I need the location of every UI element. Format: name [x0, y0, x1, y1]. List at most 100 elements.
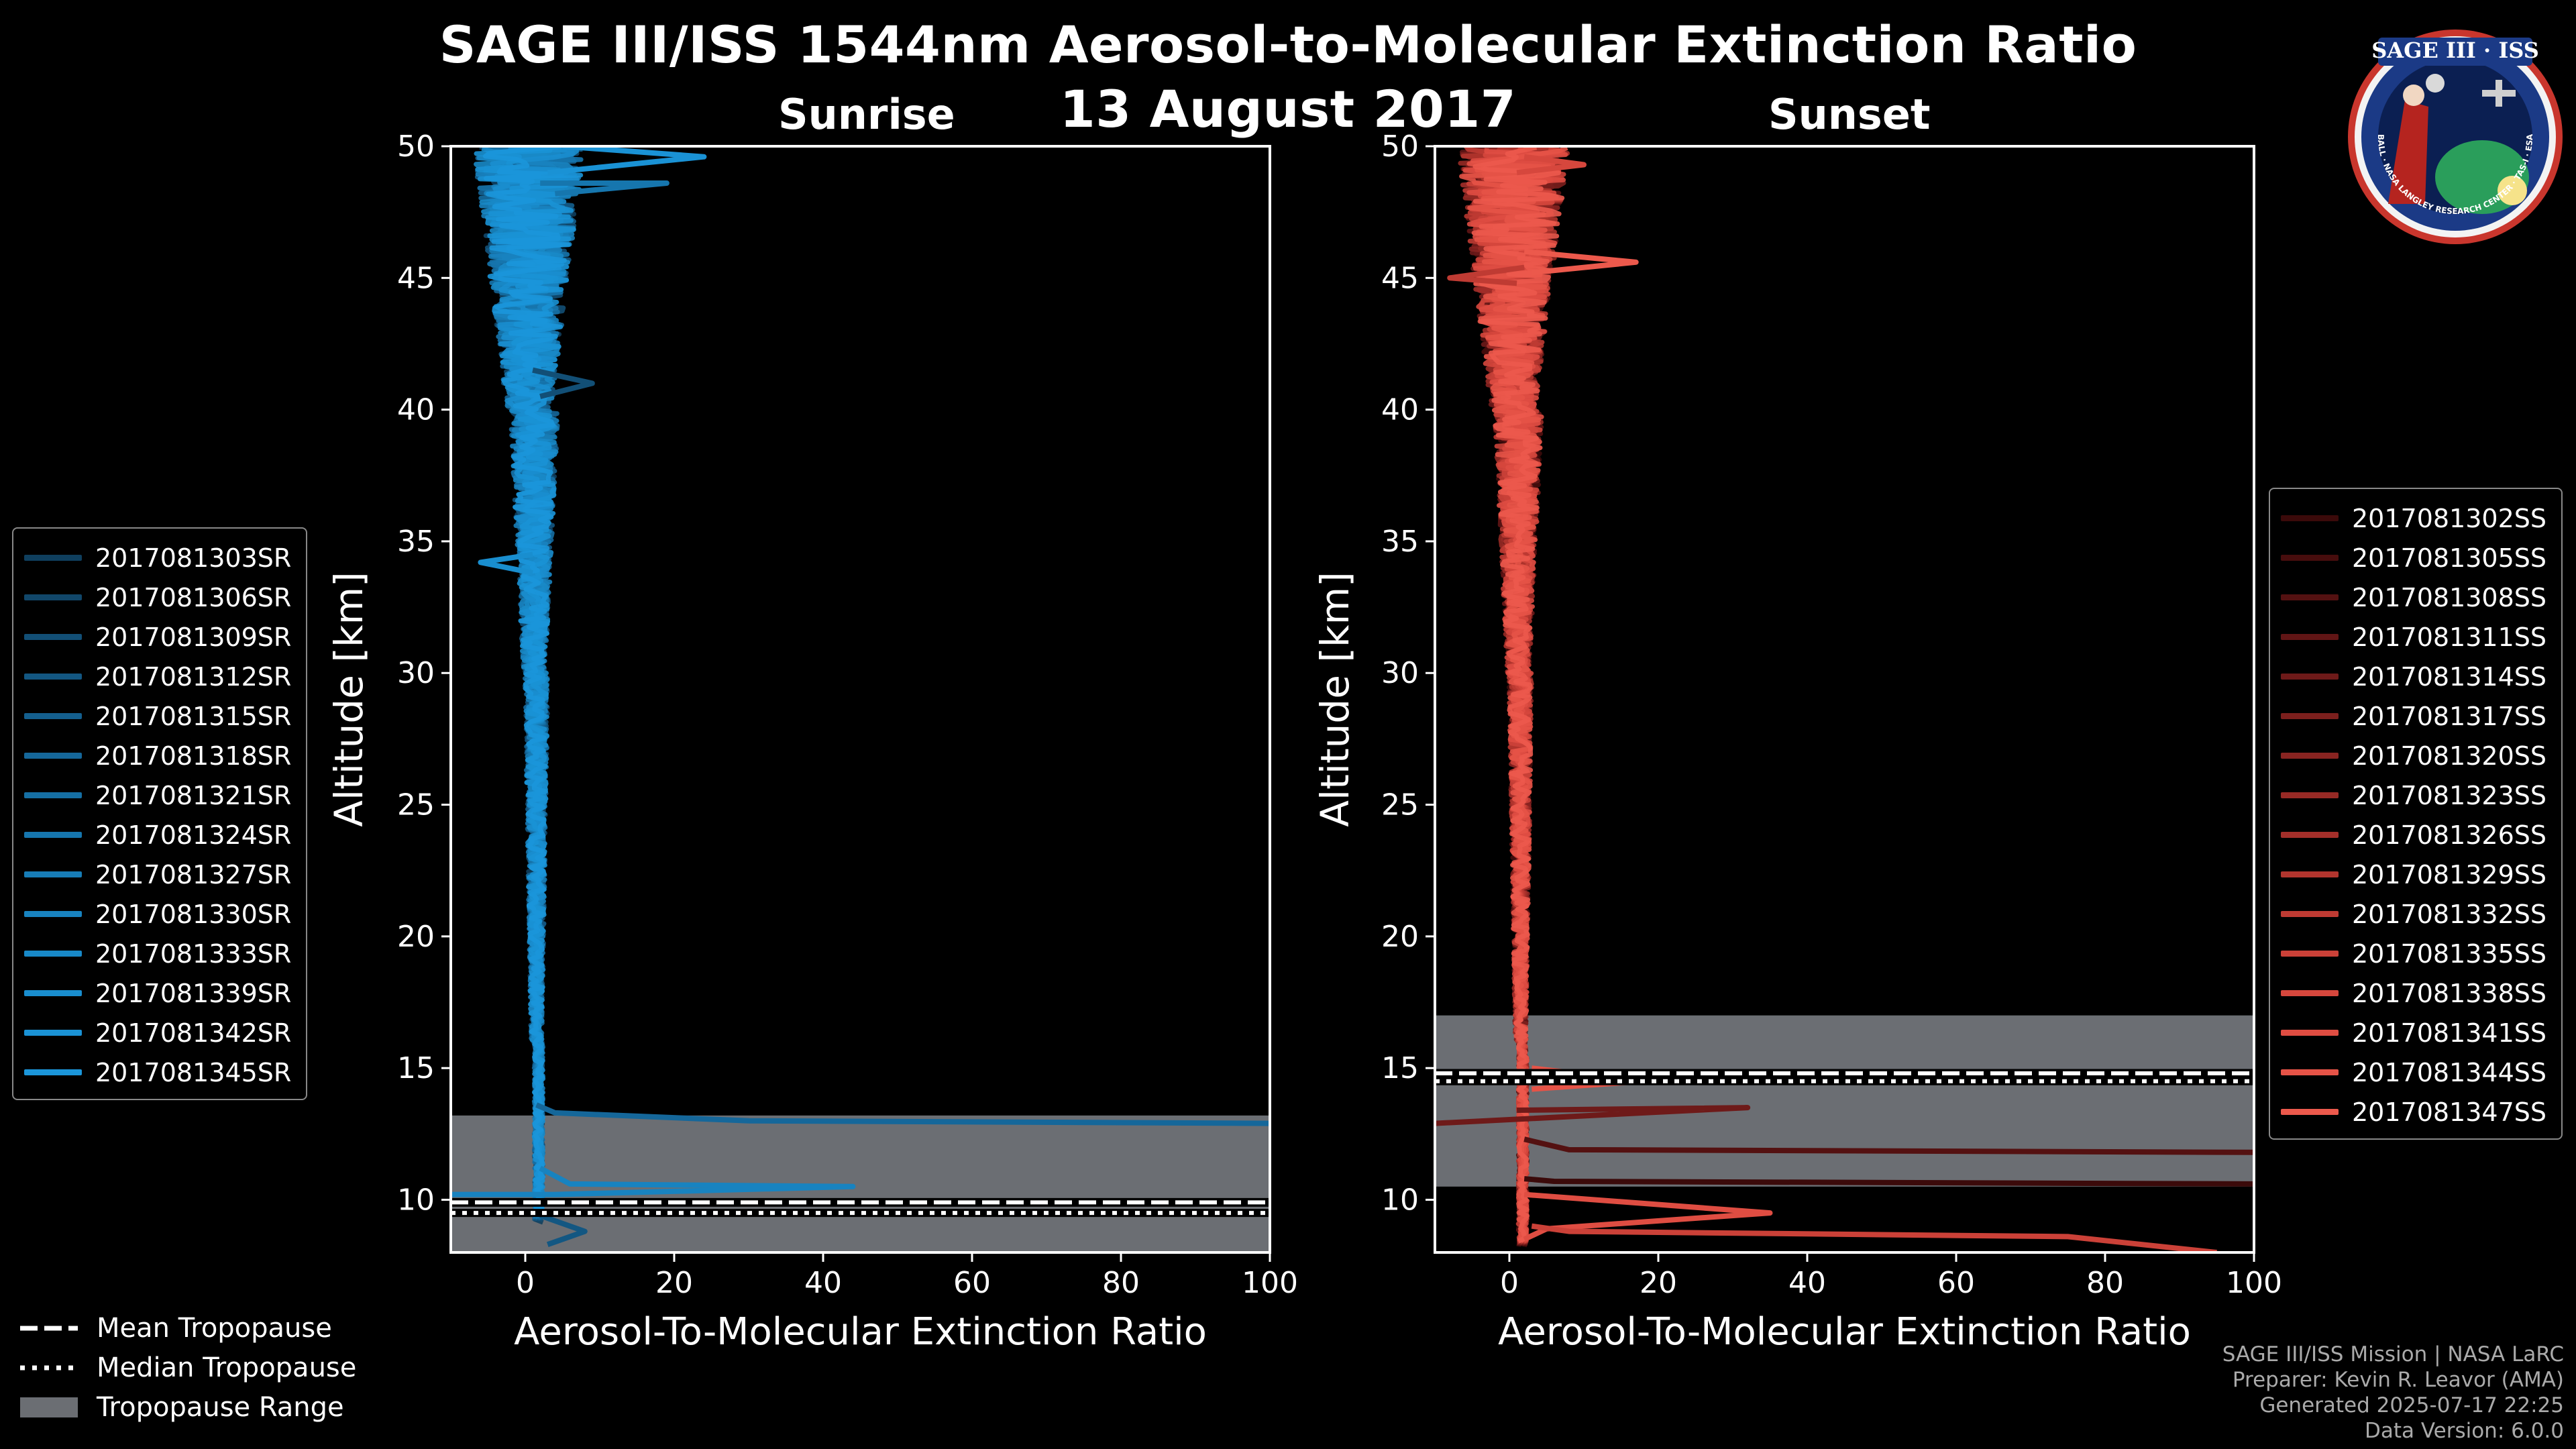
legend-swatch	[24, 1069, 82, 1075]
legend-label: 2017081311SS	[2352, 622, 2547, 652]
legend-swatch	[24, 674, 82, 680]
sunset-panel-title: Sunset	[1768, 90, 1931, 139]
y-tick-label: 30	[397, 656, 435, 690]
legend-swatch	[2281, 753, 2339, 759]
legend-swatch	[24, 753, 82, 759]
legend-label: 2017081318SR	[95, 741, 292, 771]
figure-date: 13 August 2017	[1059, 79, 1517, 139]
legend-label: 2017081330SR	[95, 899, 292, 929]
profile-spike-2017081335SS	[1531, 1223, 2217, 1252]
legend-item-2017081326SS: 2017081326SS	[2270, 815, 2561, 855]
legend-swatch	[24, 990, 82, 996]
legend-item-2017081314SS: 2017081314SS	[2270, 657, 2561, 696]
legend-item-2017081347SS: 2017081347SS	[2270, 1092, 2561, 1132]
legend-swatch	[24, 634, 82, 640]
legend-label: 2017081341SS	[2352, 1018, 2547, 1048]
legend-label: 2017081314SS	[2352, 661, 2547, 692]
y-tick-label: 20	[397, 920, 435, 954]
plot-area	[451, 146, 1270, 1252]
legend-label: 2017081345SR	[95, 1057, 292, 1087]
range-swatch-icon	[20, 1397, 78, 1417]
profile-2017081344SS	[1459, 146, 1568, 1243]
legend-swatch	[2281, 515, 2339, 521]
y-tick-label: 25	[1381, 788, 1419, 822]
tropopause-legend: Mean Tropopause Median Tropopause Tropop…	[20, 1308, 356, 1427]
legend-label: 2017081344SS	[2352, 1057, 2547, 1087]
legend-swatch	[2281, 990, 2339, 996]
legend-mean-tropopause: Mean Tropopause	[20, 1308, 356, 1348]
x-tick-label: 0	[516, 1266, 535, 1300]
legend-label: 2017081339SR	[95, 978, 292, 1008]
tropopause-range-band	[1435, 1015, 2254, 1187]
legend-item-2017081318SR: 2017081318SR	[13, 736, 306, 775]
x-tick-label: 40	[1788, 1266, 1826, 1300]
legend-label: 2017081315SR	[95, 701, 292, 731]
legend-label: 2017081329SS	[2352, 859, 2547, 890]
y-axis-label: Altitude [km]	[1312, 572, 1358, 826]
legend-item-2017081308SS: 2017081308SS	[2270, 578, 2561, 617]
legend-label: 2017081305SS	[2352, 543, 2547, 573]
footer-mission: SAGE III/ISS Mission | NASA LaRC	[2222, 1342, 2564, 1366]
legend-label: 2017081342SR	[95, 1018, 292, 1048]
legend-item-2017081344SS: 2017081344SS	[2270, 1053, 2561, 1092]
legend-swatch	[2281, 832, 2339, 838]
profile-spike-2017081347SS	[1523, 249, 1639, 276]
x-tick-label: 60	[953, 1266, 991, 1300]
profile-2017081347SS	[1471, 146, 1565, 1244]
legend-swatch	[24, 911, 82, 917]
legend-label: 2017081317SS	[2352, 701, 2547, 731]
profile-lines	[1435, 146, 2254, 1252]
legend-swatch	[2281, 1069, 2339, 1075]
legend-item-2017081312SR: 2017081312SR	[13, 657, 306, 696]
legend-item-2017081317SS: 2017081317SS	[2270, 696, 2561, 736]
legend-label: 2017081335SS	[2352, 938, 2547, 969]
profile-lines	[451, 146, 1270, 1247]
legend-item-2017081341SS: 2017081341SS	[2270, 1013, 2561, 1053]
legend-label: 2017081333SR	[95, 938, 292, 969]
plot-frame	[449, 145, 1271, 1254]
footer-preparer: Preparer: Kevin R. Leavor (AMA)	[2232, 1368, 2564, 1392]
sunset-panel: 0 20 40 60 80 100 10 15 20 25 30 35 40 45 50 Aerosol-To…	[1312, 129, 2282, 1354]
y-tick-label: 40	[1381, 393, 1419, 427]
sun-icon	[2498, 176, 2527, 205]
legend-swatch	[24, 832, 82, 838]
y-tick-label: 35	[397, 525, 435, 559]
legend-swatch	[24, 871, 82, 877]
legend-label: 2017081338SS	[2352, 978, 2547, 1008]
legend-label: 2017081306SR	[95, 582, 292, 612]
legend-mean-label: Mean Tropopause	[97, 1312, 332, 1344]
y-tick-label: 45	[397, 261, 435, 295]
legend-swatch	[24, 792, 82, 798]
legend-item-2017081345SR: 2017081345SR	[13, 1053, 306, 1092]
footer-version: Data Version: 6.0.0	[2364, 1419, 2564, 1443]
sunrise-panel: 0 20 40 60 80 100 10 15 20 25 30 35 40 45 50 Aerosol-To…	[326, 129, 1298, 1354]
legend-item-2017081327SR: 2017081327SR	[13, 855, 306, 894]
moon-icon	[2426, 74, 2445, 93]
legend-label: 2017081326SS	[2352, 820, 2547, 850]
profile-spike-2017081330SR	[451, 1165, 856, 1197]
dotted-line-icon	[20, 1365, 78, 1370]
legend-item-2017081330SR: 2017081330SR	[13, 894, 306, 934]
profile-spike-2017081338SS	[1516, 154, 1587, 176]
legend-tropopause-range: Tropopause Range	[20, 1387, 356, 1427]
legend-item-2017081324SR: 2017081324SR	[13, 815, 306, 855]
legend-item-2017081329SS: 2017081329SS	[2270, 855, 2561, 894]
legend-item-2017081338SS: 2017081338SS	[2270, 973, 2561, 1013]
profile-spike-2017081309SR	[532, 367, 595, 399]
legend-item-2017081305SS: 2017081305SS	[2270, 538, 2561, 578]
x-axis-label: Aerosol-To-Molecular Extinction Ratio	[514, 1310, 1207, 1354]
legend-swatch	[24, 555, 82, 561]
x-tick-label: 80	[2086, 1266, 2124, 1300]
legend-label: 2017081308SS	[2352, 582, 2547, 612]
y-tick-label: 40	[397, 393, 435, 427]
plot-frame	[1434, 145, 2255, 1254]
profile-spike-2017081318SR	[535, 1102, 1270, 1126]
sunrise-legend: 2017081303SR 2017081306SR 2017081309SR 2017…	[12, 527, 308, 1100]
legend-swatch	[24, 951, 82, 957]
y-tick-label: 50	[397, 129, 435, 164]
legend-item-2017081323SS: 2017081323SS	[2270, 775, 2561, 815]
y-tick-label: 15	[397, 1051, 435, 1085]
legend-swatch	[2281, 634, 2339, 640]
legend-swatch	[2281, 1109, 2339, 1115]
